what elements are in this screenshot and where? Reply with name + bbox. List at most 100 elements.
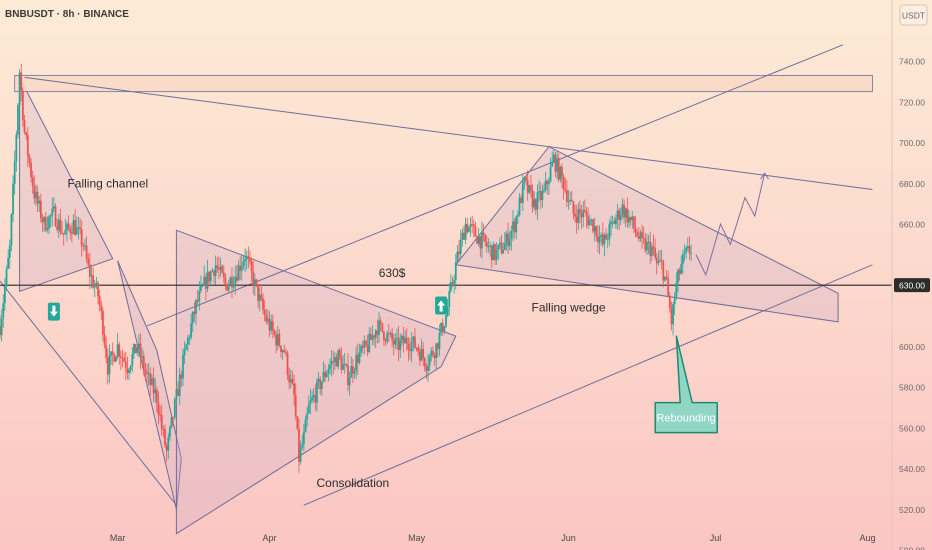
candle-160[interactable] xyxy=(260,284,263,302)
candle-359[interactable] xyxy=(585,206,588,229)
candle-217[interactable] xyxy=(353,367,356,379)
candle-382[interactable] xyxy=(623,199,625,224)
candle-175[interactable] xyxy=(284,348,287,357)
candle-15[interactable] xyxy=(23,114,26,135)
candle-171[interactable] xyxy=(278,329,281,348)
candle-214[interactable] xyxy=(348,371,351,396)
candle-239[interactable] xyxy=(389,330,392,338)
candle-383[interactable] xyxy=(624,207,627,228)
candle-293[interactable] xyxy=(477,227,480,247)
candle-60[interactable] xyxy=(97,280,99,305)
candle-115[interactable] xyxy=(186,334,189,352)
candle-294[interactable] xyxy=(479,235,482,257)
candle-351[interactable] xyxy=(572,201,575,220)
candle-344[interactable] xyxy=(561,163,563,189)
candle-7[interactable] xyxy=(10,212,13,252)
candle-282[interactable] xyxy=(459,229,462,260)
candle-292[interactable] xyxy=(476,235,478,244)
candle-11[interactable] xyxy=(17,103,19,139)
candle-339[interactable] xyxy=(552,149,555,164)
candle-276[interactable] xyxy=(450,273,452,293)
candle-26[interactable] xyxy=(41,213,44,232)
candle-117[interactable] xyxy=(190,313,193,341)
candle-269[interactable] xyxy=(438,324,441,356)
candle-254[interactable] xyxy=(414,328,416,349)
candle-181[interactable] xyxy=(294,383,297,420)
candle-349[interactable] xyxy=(569,191,572,206)
candle-229[interactable] xyxy=(373,334,376,346)
candle-81[interactable] xyxy=(131,346,134,372)
candle-79[interactable] xyxy=(128,367,130,381)
candle-124[interactable] xyxy=(201,283,204,288)
candle-371[interactable] xyxy=(605,228,608,240)
candle-77[interactable] xyxy=(124,351,127,381)
candle-203[interactable] xyxy=(330,350,333,377)
candle-275[interactable] xyxy=(448,282,451,316)
candle-354[interactable] xyxy=(577,202,580,231)
candle-391[interactable] xyxy=(637,227,640,243)
candle-101[interactable] xyxy=(164,424,166,448)
candle-279[interactable] xyxy=(454,253,457,290)
candle-411[interactable] xyxy=(670,301,673,331)
candle-413[interactable] xyxy=(673,292,676,316)
candle-91[interactable] xyxy=(147,362,150,386)
candle-9[interactable] xyxy=(13,150,16,195)
candle-183[interactable] xyxy=(298,418,300,473)
candle-63[interactable] xyxy=(102,307,104,342)
candle-74[interactable] xyxy=(119,350,122,370)
candle-421[interactable] xyxy=(686,237,689,252)
candle-13[interactable] xyxy=(20,63,23,102)
candle-24[interactable] xyxy=(38,195,41,213)
candle-412[interactable] xyxy=(672,301,674,336)
candle-62[interactable] xyxy=(100,300,103,321)
candle-306[interactable] xyxy=(499,237,501,250)
candle-201[interactable] xyxy=(327,363,330,382)
candle-151[interactable] xyxy=(245,250,248,270)
candle-139[interactable] xyxy=(226,283,228,292)
candle-257[interactable] xyxy=(418,346,421,366)
candle-173[interactable] xyxy=(281,349,284,360)
candle-319[interactable] xyxy=(520,194,523,204)
candle-87[interactable] xyxy=(141,347,144,365)
candle-127[interactable] xyxy=(206,259,209,293)
candle-336[interactable] xyxy=(548,176,550,195)
candle-234[interactable] xyxy=(381,323,384,334)
candle-420[interactable] xyxy=(685,245,688,259)
candle-379[interactable] xyxy=(618,207,621,230)
candle-179[interactable] xyxy=(291,370,294,386)
candle-278[interactable] xyxy=(453,274,456,294)
candle-370[interactable] xyxy=(603,232,606,257)
candle-337[interactable] xyxy=(549,157,552,183)
candle-205[interactable] xyxy=(334,352,336,370)
candle-389[interactable] xyxy=(634,215,637,238)
candle-219[interactable] xyxy=(356,343,359,375)
candle-259[interactable] xyxy=(422,341,425,366)
candle-303[interactable] xyxy=(494,243,496,266)
candle-149[interactable] xyxy=(242,255,245,270)
candle-216[interactable] xyxy=(351,358,354,383)
candle-253[interactable] xyxy=(412,335,415,352)
candle-387[interactable] xyxy=(631,211,634,229)
candle-390[interactable] xyxy=(636,229,639,238)
candle-111[interactable] xyxy=(180,370,183,388)
candle-133[interactable] xyxy=(216,256,219,273)
candle-284[interactable] xyxy=(463,225,465,240)
candle-25[interactable] xyxy=(39,193,42,223)
candle-84[interactable] xyxy=(136,346,139,356)
candle-69[interactable] xyxy=(111,342,114,366)
candle-96[interactable] xyxy=(155,386,158,413)
candle-4[interactable] xyxy=(5,265,8,292)
candle-108[interactable] xyxy=(175,380,178,402)
candle-266[interactable] xyxy=(433,352,436,366)
candle-61[interactable] xyxy=(98,289,101,312)
candle-121[interactable] xyxy=(196,289,199,307)
candle-403[interactable] xyxy=(657,250,660,266)
candle-180[interactable] xyxy=(293,374,295,406)
candle-165[interactable] xyxy=(268,311,271,338)
candle-157[interactable] xyxy=(255,278,258,288)
candle-162[interactable] xyxy=(263,300,266,322)
candle-242[interactable] xyxy=(394,333,397,349)
candle-415[interactable] xyxy=(677,268,679,293)
candle-388[interactable] xyxy=(632,215,635,234)
candle-188[interactable] xyxy=(306,406,309,428)
